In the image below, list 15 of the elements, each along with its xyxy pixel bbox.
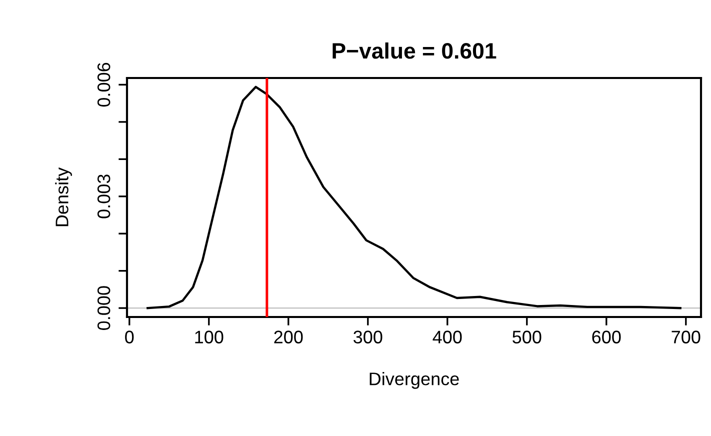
y-tick-label: 0.003 [97,174,110,218]
x-tick-label: 400 [432,330,462,344]
x-tick-label: 200 [274,330,303,344]
x-tick-label: 0 [125,330,134,344]
chart-title: P−value = 0.601 [332,42,496,59]
x-tick-label: 600 [592,330,621,344]
x-tick-label: 500 [512,330,542,344]
y-tick-label: 0.000 [97,286,110,330]
x-tick-label: 700 [672,330,700,344]
y-tick-label: 0.006 [97,62,110,107]
y-axis-title: Density [55,167,72,226]
x-axis-title: Divergence [370,372,459,389]
x-tick-label: 100 [195,330,224,344]
line-series [146,86,682,310]
x-tick-label: 300 [354,330,382,344]
